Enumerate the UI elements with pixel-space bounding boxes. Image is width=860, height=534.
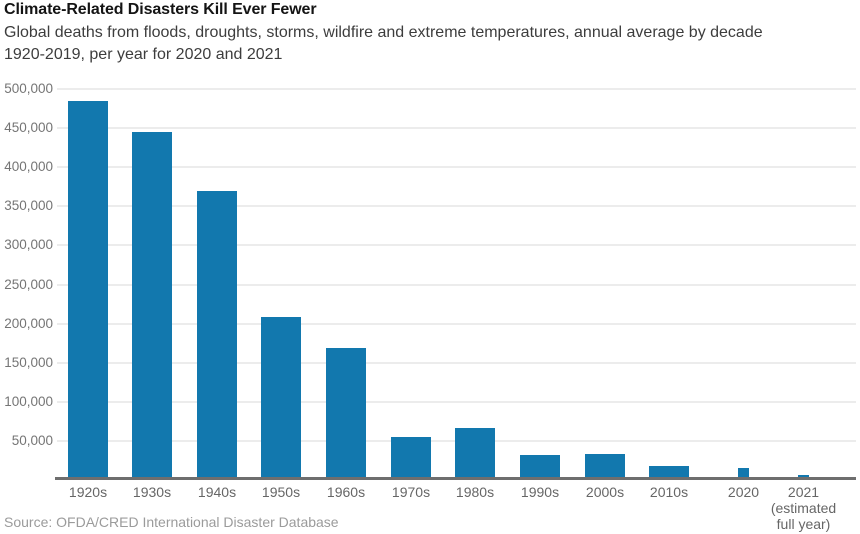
y-axis-tick-350,000: 350,000	[4, 198, 53, 214]
y-axis-tick-400,000: 400,000	[4, 159, 53, 175]
x-axis-label-1950s: 1950s	[261, 484, 301, 500]
x-axis-label-note-line: full year)	[776, 515, 831, 532]
bar-1920s	[68, 100, 108, 480]
y-axis-tick-250,000: 250,000	[4, 276, 53, 292]
x-axis-label-1990s: 1990s	[520, 484, 560, 500]
gridline-250,000	[57, 283, 856, 286]
chart-subtitle-line-1: Global deaths from floods, droughts, sto…	[4, 24, 763, 41]
y-axis-tick-500,000: 500,000	[4, 81, 53, 96]
gridline-300,000	[57, 244, 856, 247]
bar-1980s	[455, 428, 495, 480]
bar-2010s	[649, 465, 689, 480]
x-axis-label-2000s: 2000s	[585, 484, 625, 500]
x-axis-baseline	[55, 477, 856, 480]
x-axis-label-2021: 2021	[787, 484, 820, 500]
y-axis-tick-150,000: 150,000	[4, 354, 53, 370]
bar-2020	[738, 468, 749, 480]
x-axis-label-1980s: 1980s	[455, 484, 495, 500]
x-axis-label-1970s: 1970s	[391, 484, 431, 500]
gridline-500,000	[57, 88, 856, 90]
chart-subtitle: Global deaths from floods, droughts, sto…	[4, 22, 763, 65]
y-axis-tick-50,000: 50,000	[11, 432, 53, 448]
x-axis-label-note-line: (estimated	[770, 500, 837, 516]
x-axis-label-note: (estimated full year)	[749, 500, 859, 532]
chart-subtitle-line-2: 1920-2019, per year for 2020 and 2021	[4, 45, 283, 63]
gridline-100,000	[57, 400, 856, 403]
source-note: Source: OFDA/CRED International Disaster…	[4, 514, 339, 530]
gridline-400,000	[57, 166, 856, 169]
x-axis-label-2010s: 2010s	[649, 484, 689, 500]
x-axis-label-1960s: 1960s	[326, 484, 366, 500]
x-axis-label-1930s: 1930s	[132, 484, 172, 500]
bar-2000s	[585, 454, 625, 480]
bar-1990s	[520, 454, 560, 480]
gridline-150,000	[57, 361, 856, 364]
bar-1970s	[391, 436, 431, 480]
gridline-450,000	[57, 127, 856, 130]
x-axis-label-2020: 2020	[727, 484, 760, 500]
bar-1950s	[261, 317, 301, 480]
bar-1930s	[132, 132, 172, 480]
gridline-350,000	[57, 205, 856, 208]
y-axis-tick-200,000: 200,000	[4, 315, 53, 331]
y-axis-tick-100,000: 100,000	[4, 393, 53, 409]
x-axis-label-1920s: 1920s	[68, 484, 108, 500]
bar-1940s	[197, 191, 237, 480]
y-axis-tick-450,000: 450,000	[4, 120, 53, 136]
chart-title: Climate-Related Disasters Kill Ever Fewe…	[4, 1, 317, 18]
y-axis-tick-300,000: 300,000	[4, 237, 53, 253]
bar-1960s	[326, 347, 366, 480]
gridline-200,000	[57, 322, 856, 325]
x-axis-label-1940s: 1940s	[197, 484, 237, 500]
